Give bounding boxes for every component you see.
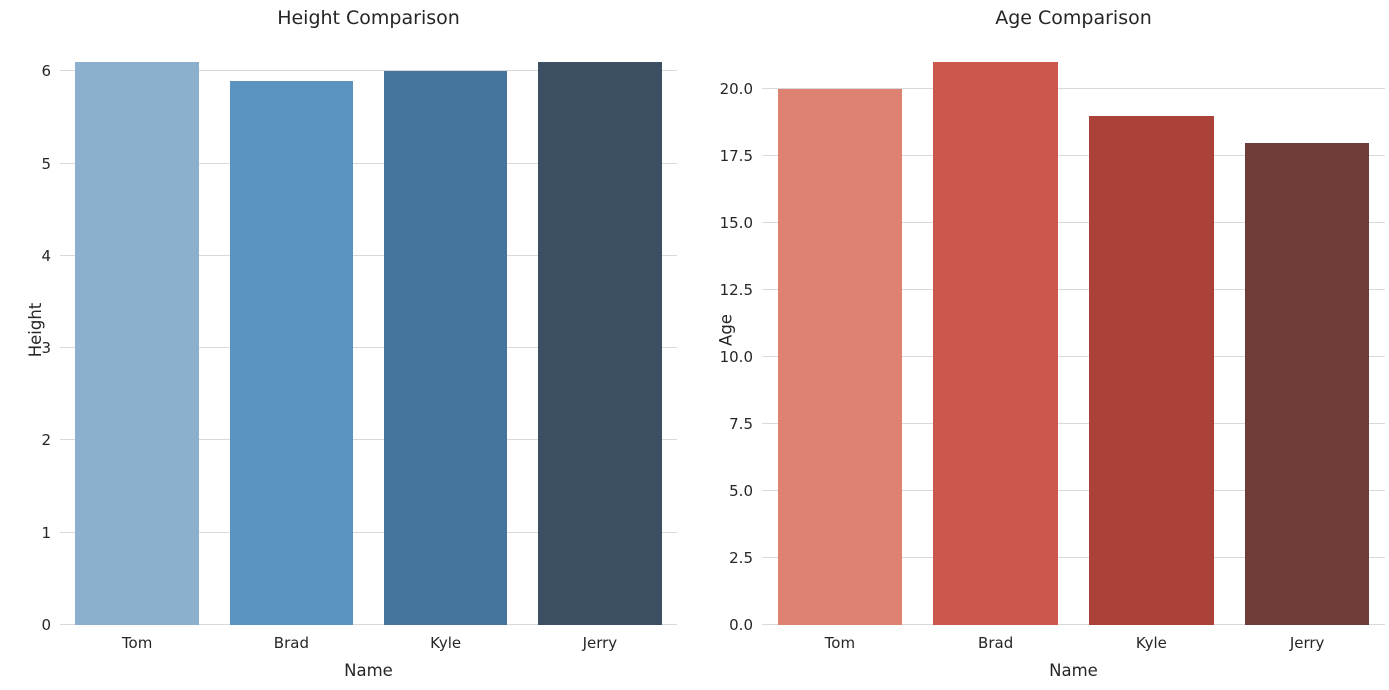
- y-tick-label: 0: [41, 616, 51, 634]
- x-tick-label: Brad: [978, 634, 1014, 652]
- y-tick-label: 12.5: [719, 280, 753, 299]
- gridline: [762, 422, 1385, 424]
- gridline: [60, 162, 677, 164]
- y-axis-label: Age: [716, 313, 736, 346]
- gridline: [60, 70, 677, 72]
- gridline: [60, 531, 677, 533]
- gridline: [762, 624, 1385, 625]
- gridline: [60, 347, 677, 349]
- gridline: [762, 221, 1385, 223]
- x-tick-label: Kyle: [1135, 634, 1167, 652]
- x-tick-label: Jerry: [582, 634, 618, 652]
- y-tick-label: 3: [41, 339, 51, 358]
- bar-tom: [777, 88, 903, 625]
- gridline: [762, 490, 1385, 491]
- y-tick-label: 7.5: [729, 414, 753, 433]
- x-tick-label: Tom: [824, 634, 856, 652]
- x-axis-label: Name: [1049, 661, 1098, 680]
- x-tick-label: Tom: [121, 634, 153, 652]
- age-comparison-chart: Age Comparison Age Name 0.0 2.5 5.0 7.5 10.0…: [716, 7, 1385, 680]
- gridline: [60, 624, 677, 625]
- y-tick-label: 4: [41, 246, 51, 265]
- bar-jerry: [538, 62, 662, 625]
- y-tick-label: 17.5: [719, 146, 753, 165]
- x-tick-label: Kyle: [430, 634, 462, 652]
- gridline: [762, 557, 1385, 558]
- y-tick-label: 6: [41, 62, 51, 81]
- gridline: [60, 254, 677, 256]
- y-tick-label: 2: [41, 431, 51, 450]
- gridline: [762, 288, 1385, 290]
- y-tick-label: 5.0: [729, 482, 753, 500]
- y-tick-label: 10.0: [719, 347, 753, 366]
- gridline: [762, 87, 1385, 89]
- gridline: [60, 439, 677, 441]
- bar-brad: [933, 62, 1058, 625]
- x-tick-label: Jerry: [1289, 634, 1325, 652]
- x-tick-label: Brad: [273, 634, 309, 652]
- bar-kyle: [383, 71, 508, 625]
- x-axis-label: Name: [344, 661, 393, 680]
- chart-title: Height Comparison: [277, 7, 460, 29]
- y-tick-label: 20.0: [719, 79, 753, 98]
- y-tick-label: 15.0: [719, 213, 753, 232]
- gridline: [762, 154, 1385, 156]
- chart-title: Age Comparison: [995, 7, 1152, 29]
- gridline: [762, 355, 1385, 357]
- y-tick-label: 5: [41, 154, 51, 173]
- height-comparison-chart: Height Comparison Height Name 0 1 2 3 4 5 6 Tom…: [26, 7, 677, 680]
- bar-kyle: [1089, 115, 1214, 625]
- y-tick-label: 2.5: [729, 549, 753, 567]
- bar-jerry: [1244, 142, 1370, 625]
- y-tick-label: 1: [41, 523, 51, 542]
- bar-brad: [229, 80, 354, 625]
- bar-tom: [75, 62, 199, 625]
- y-tick-label: 0.0: [729, 616, 753, 634]
